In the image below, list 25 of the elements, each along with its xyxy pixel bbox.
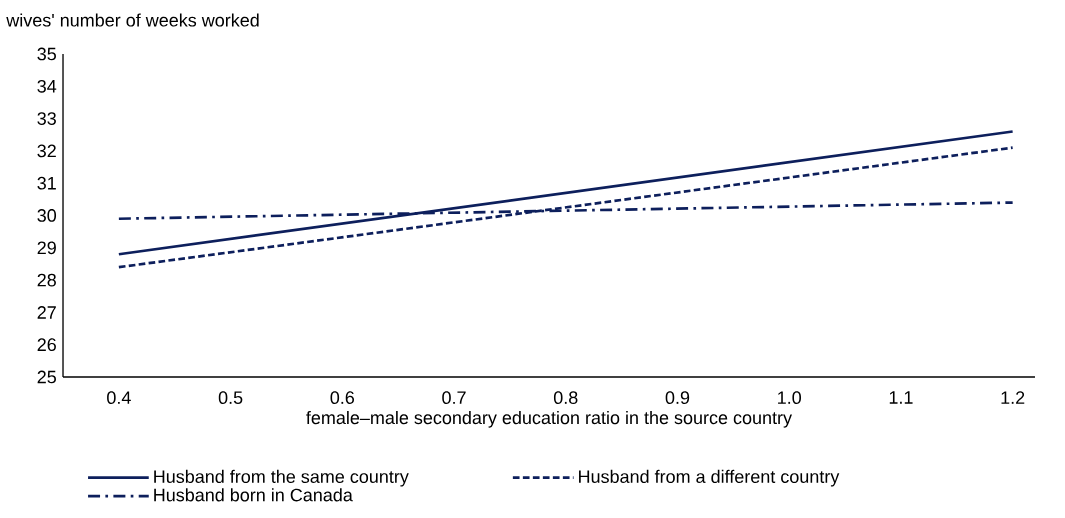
y-tick-label: 28 bbox=[37, 273, 56, 287]
x-tick-label: 0.5 bbox=[218, 391, 243, 404]
y-tick-label: 25 bbox=[37, 370, 56, 384]
x-tick-label: 1.1 bbox=[889, 391, 913, 404]
y-tick-label: 34 bbox=[37, 79, 57, 93]
y-tick-label: 30 bbox=[37, 209, 57, 222]
legend-label: Husband from a different country bbox=[579, 469, 840, 487]
x-tick-label: 0.9 bbox=[665, 391, 690, 404]
x-tick-label: 0.6 bbox=[330, 391, 355, 404]
x-tick-label: 0.4 bbox=[107, 391, 131, 404]
y-tick-label: 32 bbox=[37, 144, 56, 158]
legend-label: Husband born in Canada bbox=[154, 488, 353, 502]
x-tick-label: 1.0 bbox=[778, 391, 801, 404]
x-tick-label: 0.8 bbox=[553, 391, 578, 404]
y-tick-label: 29 bbox=[37, 241, 56, 255]
y-tick-label: 27 bbox=[37, 306, 56, 319]
y-tick-label: 35 bbox=[37, 47, 56, 61]
x-tick-label: 1.2 bbox=[1001, 391, 1025, 404]
legend-label: Husband from the same country bbox=[154, 469, 409, 487]
y-axis-title: wives' number of weeks worked bbox=[6, 13, 259, 27]
y-tick-label: 33 bbox=[37, 112, 56, 125]
x-tick-label: 0.7 bbox=[442, 391, 466, 404]
y-tick-label: 26 bbox=[37, 338, 56, 352]
x-axis-title: female–male secondary education ratio in the source country bbox=[306, 410, 792, 428]
y-tick-label: 31 bbox=[37, 176, 56, 190]
